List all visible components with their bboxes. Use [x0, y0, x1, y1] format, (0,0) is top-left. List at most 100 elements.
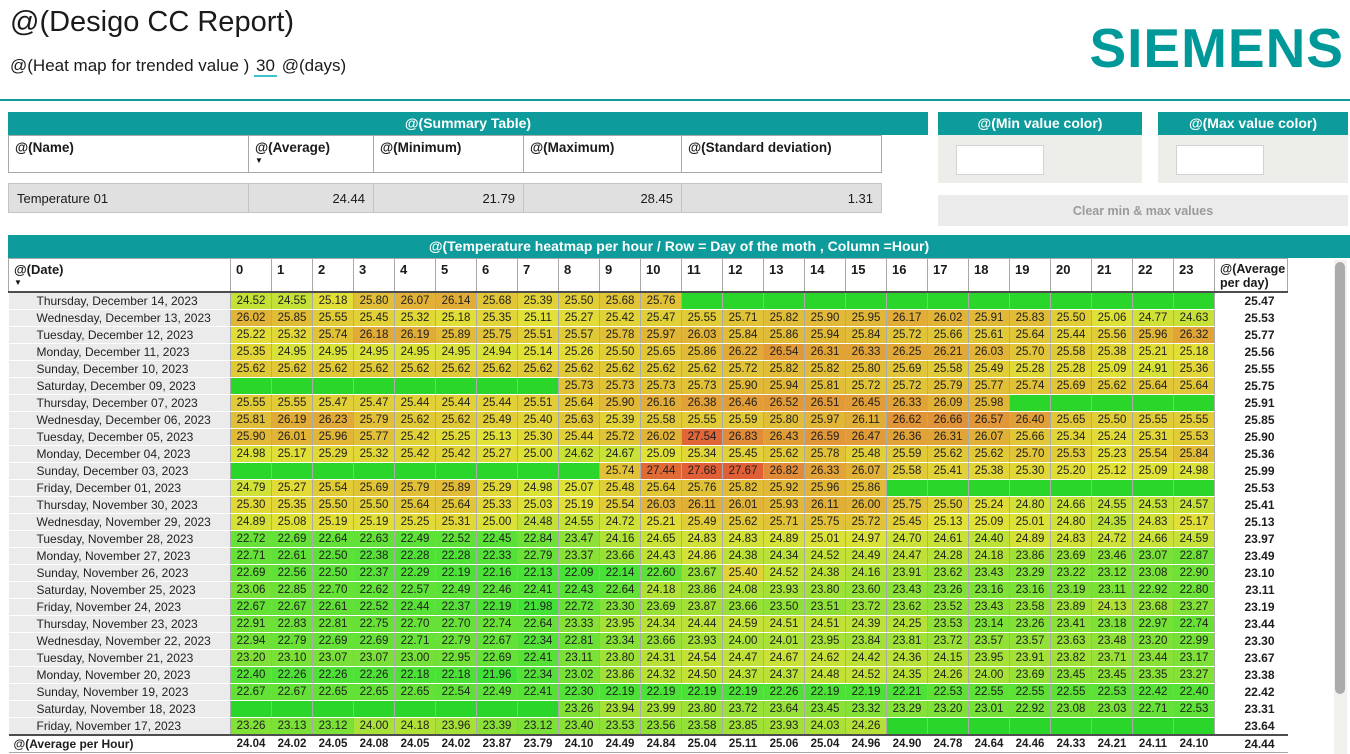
heatmap-cell: 22.67 [230, 683, 272, 701]
heatmap-cell: 23.52 [927, 598, 969, 616]
heatmap-cell: 24.31 [640, 649, 682, 667]
heatmap-cell: 27.67 [722, 462, 764, 480]
clear-min-max-button[interactable]: Clear min & max values [938, 195, 1348, 226]
summary-col-name[interactable]: @(Name) [8, 135, 249, 173]
heatmap-cell: 23.50 [763, 598, 805, 616]
heatmap-cell: 25.62 [435, 411, 477, 429]
heatmap-cell: 22.99 [1173, 632, 1215, 650]
heatmap-cell: 25.75 [886, 496, 928, 514]
heatmap-cell: 25.62 [599, 360, 641, 378]
row-date-label: Friday, December 01, 2023 [8, 479, 231, 497]
row-date-label: Sunday, December 03, 2023 [8, 462, 231, 480]
heatmap-cell: 27.44 [640, 462, 682, 480]
heatmap-cell: 25.09 [968, 513, 1010, 531]
summary-col-maximum[interactable]: @(Maximum) [523, 135, 682, 173]
heatmap-cell: 23.66 [599, 547, 641, 565]
heatmap-cell: 25.73 [681, 377, 723, 395]
heatmap-cell: 22.19 [435, 564, 477, 582]
heatmap-cell: 22.80 [1173, 581, 1215, 599]
heatmap-cell: 25.65 [1050, 411, 1092, 429]
summary-col-std-label: @(Standard deviation) [688, 140, 832, 155]
heatmap-cell: 25.76 [681, 479, 723, 497]
heatmap-cell: 25.44 [1050, 326, 1092, 344]
heatmap-cell [517, 700, 559, 718]
heatmap-cell: 22.83 [271, 615, 313, 633]
heatmap-cell: 25.80 [763, 411, 805, 429]
heatmap-cell: 23.62 [927, 564, 969, 582]
heatmap-cell: 23.17 [1173, 649, 1215, 667]
heatmap-cell [681, 292, 723, 310]
heatmap-cell: 24.98 [517, 479, 559, 497]
heatmap-cell: 23.26 [230, 717, 272, 736]
heatmap-cell: 25.72 [886, 377, 928, 395]
hour-column-header: 5 [435, 258, 477, 293]
heatmap-cell [968, 292, 1010, 310]
heatmap-cell [1009, 292, 1051, 310]
heatmap-cell: 24.63 [1173, 309, 1215, 327]
min-value-color-title: @(Min value color) [938, 112, 1142, 135]
heatmap-cell [1132, 394, 1174, 412]
heatmap-cell: 24.35 [1091, 513, 1133, 531]
heatmap-cell: 23.27 [1173, 598, 1215, 616]
heatmap-cell: 25.95 [845, 309, 887, 327]
max-value-color-input[interactable] [1176, 145, 1264, 175]
page-title: @(Desigo CC Report) [10, 6, 295, 38]
heatmap-cell: 23.86 [681, 581, 723, 599]
heatmap-cell: 25.35 [271, 496, 313, 514]
heatmap-cell: 26.19 [394, 326, 436, 344]
heatmap-cell: 25.22 [230, 326, 272, 344]
heatmap-cell: 23.80 [681, 700, 723, 718]
days-value-field[interactable]: 30 [254, 56, 277, 77]
heatmap-cell: 25.82 [804, 360, 846, 378]
heatmap-cell: 25.14 [517, 343, 559, 361]
scrollbar-thumb[interactable] [1335, 262, 1345, 694]
heatmap-panel: @(Date) ▼ 0 1 2 3 4 5 6 7 8 9 10 11 12 13 14 15 16 17 18 19 20… [8, 258, 1288, 753]
heatmap-cell [435, 700, 477, 718]
heatmap-cell: 22.57 [394, 581, 436, 599]
heatmap-cell: 25.97 [640, 326, 682, 344]
heatmap-row: Sunday, November 19, 2023 22.67 22.67 22.65… [8, 683, 1288, 701]
heatmap-cell [845, 292, 887, 310]
heatmap-cell: 24.52 [763, 564, 805, 582]
heatmap-cell: 25.50 [1050, 309, 1092, 327]
heatmap-cell: 25.53 [1050, 445, 1092, 463]
heatmap-cell: 26.17 [886, 309, 928, 327]
heatmap-cell: 25.63 [558, 411, 600, 429]
date-column-header[interactable]: @(Date) ▼ [8, 258, 231, 293]
average-per-hour-cell: 24.10 [558, 734, 600, 753]
heatmap-cell: 23.67 [681, 564, 723, 582]
heatmap-cell: 23.82 [1050, 649, 1092, 667]
hour-column-header: 14 [804, 258, 846, 293]
vertical-scrollbar[interactable] [1334, 260, 1347, 754]
heatmap-cell: 24.66 [1132, 530, 1174, 548]
min-value-color-input[interactable] [956, 145, 1044, 175]
summary-col-std[interactable]: @(Standard deviation) [681, 135, 882, 173]
summary-col-minimum[interactable]: @(Minimum) [373, 135, 524, 173]
heatmap-cell: 26.07 [845, 462, 887, 480]
heatmap-cell: 22.85 [271, 581, 313, 599]
summary-col-average[interactable]: @(Average) ▼ [248, 135, 374, 173]
heatmap-cell: 24.55 [1091, 496, 1133, 514]
heatmap-cell: 25.48 [845, 445, 887, 463]
heatmap-row: Monday, November 27, 2023 22.71 22.61 22.50… [8, 547, 1288, 565]
heatmap-cell: 23.43 [968, 564, 1010, 582]
heatmap-cell: 22.37 [353, 564, 395, 582]
heatmap-cell [1173, 479, 1215, 497]
heatmap-cell: 22.26 [312, 666, 354, 684]
heatmap-cell: 23.27 [1173, 666, 1215, 684]
heatmap-cell: 22.53 [1173, 700, 1215, 718]
heatmap-cell: 25.36 [1173, 360, 1215, 378]
heatmap-cell: 25.31 [1132, 428, 1174, 446]
heatmap-cell: 24.77 [1132, 309, 1174, 327]
heatmap-cell: 24.95 [435, 343, 477, 361]
heatmap-cell: 24.97 [845, 530, 887, 548]
heatmap-cell: 25.50 [312, 496, 354, 514]
heatmap-cell: 26.03 [681, 326, 723, 344]
heatmap-cell: 25.55 [230, 394, 272, 412]
heatmap-cell: 23.26 [1009, 615, 1051, 633]
heatmap-cell: 24.00 [353, 717, 395, 736]
heatmap-cell: 25.66 [927, 326, 969, 344]
heatmap-cell: 25.62 [394, 360, 436, 378]
heatmap-cell: 25.35 [476, 309, 518, 327]
average-per-hour-cell: 24.11 [1132, 734, 1174, 753]
